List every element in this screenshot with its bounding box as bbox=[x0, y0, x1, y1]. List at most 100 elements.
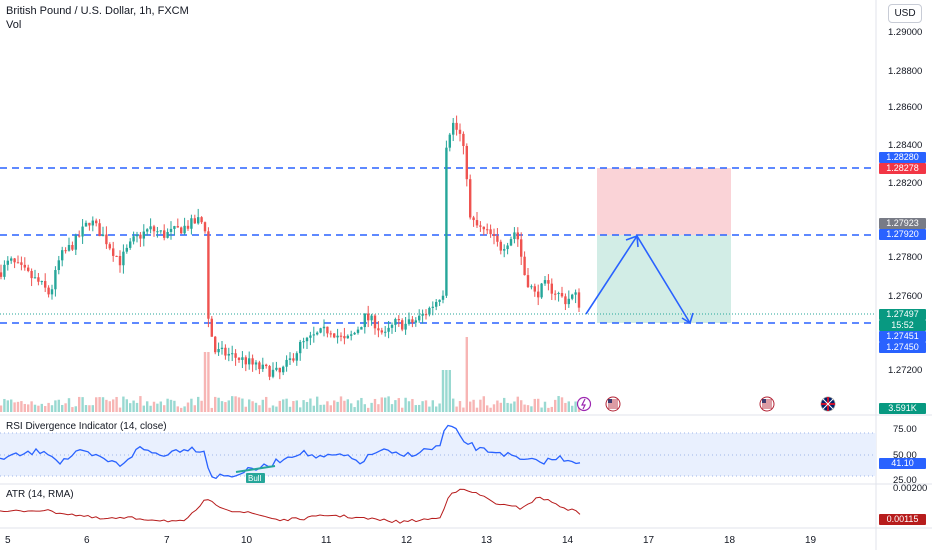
arrow-head bbox=[681, 312, 694, 325]
rsi-line bbox=[0, 424, 581, 480]
volume-bar bbox=[132, 400, 135, 412]
volume-bar bbox=[537, 398, 540, 412]
candle-body bbox=[414, 320, 417, 323]
volume-bar bbox=[16, 401, 20, 412]
currency-button[interactable]: USD bbox=[888, 4, 922, 23]
candle-body bbox=[44, 281, 47, 288]
candle-body bbox=[271, 369, 275, 377]
candle-body bbox=[516, 232, 519, 240]
volume-bar bbox=[244, 406, 247, 412]
candle-body bbox=[322, 326, 326, 329]
volume-bar bbox=[163, 405, 166, 412]
candle-body bbox=[241, 357, 244, 360]
candle-body bbox=[554, 293, 557, 295]
rsi-value-tag: 41.10 bbox=[879, 458, 926, 469]
volume-bar bbox=[40, 403, 43, 412]
candle-body bbox=[125, 247, 128, 252]
volume-bar bbox=[346, 399, 349, 412]
candle-body bbox=[101, 234, 105, 237]
candle-body bbox=[360, 327, 363, 330]
volume-bar bbox=[350, 403, 353, 412]
volume-bar bbox=[231, 396, 234, 412]
volume-bar bbox=[88, 405, 91, 412]
volume-bar bbox=[424, 400, 428, 412]
candle-body bbox=[193, 218, 196, 224]
volume-bar bbox=[462, 407, 465, 412]
price-tick: 1.29000 bbox=[888, 27, 923, 38]
volume-bar bbox=[108, 401, 111, 412]
volume-bar bbox=[574, 401, 577, 412]
last-price-tag: 1.27497 bbox=[879, 309, 926, 320]
volume-bar bbox=[387, 396, 390, 412]
candle-body bbox=[407, 319, 411, 324]
flash-glyph bbox=[581, 398, 586, 410]
volume-bar bbox=[418, 404, 421, 412]
volume-bar bbox=[472, 399, 475, 412]
volume-bar bbox=[448, 370, 451, 412]
volume-bar bbox=[397, 398, 400, 412]
candle-body bbox=[550, 283, 553, 294]
volume-bar bbox=[452, 398, 455, 412]
candle-body bbox=[159, 230, 162, 232]
volume-bar bbox=[54, 400, 57, 412]
volume-bar bbox=[363, 404, 366, 412]
candle-body bbox=[571, 294, 574, 299]
volume-bar bbox=[186, 402, 190, 412]
candle-body bbox=[67, 244, 71, 251]
candle-body bbox=[309, 335, 312, 338]
volume-bar bbox=[190, 398, 193, 412]
candle-body bbox=[329, 333, 332, 335]
candle-body bbox=[268, 366, 271, 377]
volume-bar bbox=[78, 396, 81, 412]
volume-bar bbox=[234, 396, 237, 412]
candle-body bbox=[210, 318, 213, 337]
candle-body bbox=[305, 337, 309, 342]
symbol-title[interactable]: British Pound / U.S. Dollar, 1h, FXCM bbox=[6, 5, 189, 17]
volume-bar bbox=[173, 400, 176, 412]
volume-bar bbox=[288, 406, 292, 412]
volume-label[interactable]: Vol bbox=[6, 19, 22, 31]
target-tag: 1.27451 bbox=[879, 331, 926, 342]
candle-body bbox=[54, 270, 57, 290]
volume-bar bbox=[98, 397, 101, 412]
volume-bar bbox=[183, 406, 186, 412]
candle-body bbox=[200, 217, 203, 223]
atr-label[interactable]: ATR (14, RMA) bbox=[6, 489, 74, 500]
volume-bar bbox=[550, 406, 553, 412]
time-tick: 11 bbox=[321, 535, 332, 546]
candle-body bbox=[356, 329, 360, 333]
volume-bar bbox=[390, 404, 394, 412]
candle-body bbox=[132, 236, 135, 242]
rsi-tick: 75.00 bbox=[893, 424, 917, 435]
volume-bar bbox=[64, 403, 67, 412]
time-tick: 18 bbox=[724, 535, 736, 546]
volume-bar bbox=[516, 396, 519, 412]
volume-bar bbox=[166, 398, 169, 412]
candle-body bbox=[346, 335, 349, 339]
volume-bar bbox=[95, 397, 98, 412]
volume-bar bbox=[44, 406, 47, 412]
time-tick: 5 bbox=[5, 535, 11, 546]
volume-bar bbox=[543, 401, 547, 412]
rsi-label[interactable]: RSI Divergence Indicator (14, close) bbox=[6, 421, 167, 432]
time-tick: 10 bbox=[241, 535, 253, 546]
volume-bar bbox=[197, 396, 200, 412]
volume-bar bbox=[503, 397, 506, 412]
volume-bar bbox=[258, 405, 261, 412]
volume-bar bbox=[438, 403, 441, 412]
candle-body bbox=[149, 226, 152, 230]
candle-body bbox=[435, 301, 438, 307]
volume-bar bbox=[146, 401, 149, 412]
volume-bar bbox=[210, 407, 213, 412]
candle-body bbox=[496, 235, 499, 242]
volume-bar bbox=[105, 399, 108, 412]
volume-bar bbox=[421, 401, 424, 412]
candle-body bbox=[231, 353, 234, 355]
divergence-line bbox=[235, 465, 276, 473]
volume-bar bbox=[475, 407, 479, 412]
stop-loss-zone bbox=[597, 168, 731, 235]
candle-body bbox=[152, 226, 156, 232]
candle-body bbox=[13, 258, 16, 263]
rsi-tick: 50.00 bbox=[893, 450, 917, 461]
